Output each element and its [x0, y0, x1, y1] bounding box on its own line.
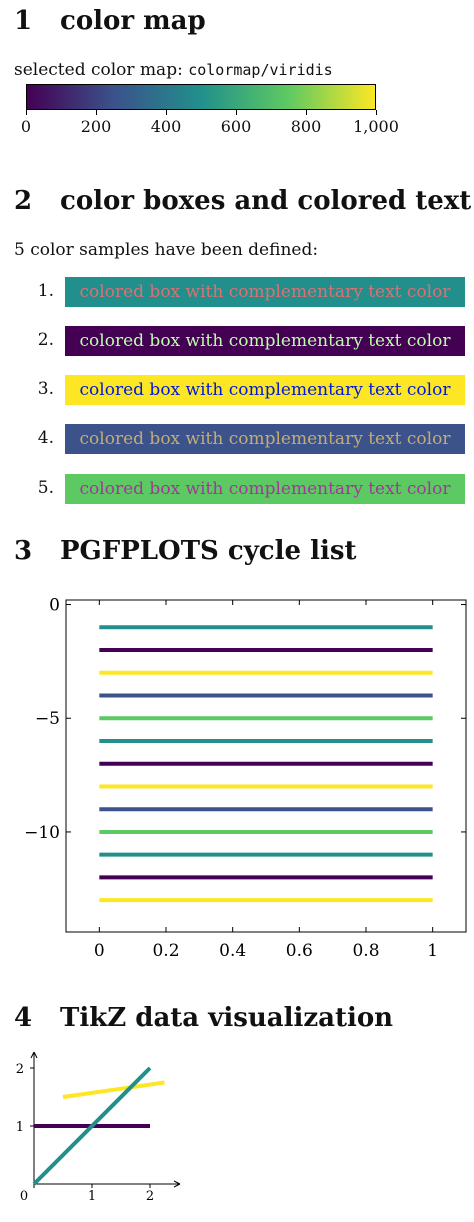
section-2-heading: 2 color boxes and colored text	[14, 186, 471, 216]
list-item: 5. colored box with complementary text c…	[0, 474, 474, 504]
samples-intro: 5 color samples have been defined:	[14, 240, 319, 260]
list-item: 3. colored box with complementary text c…	[0, 375, 474, 405]
section-number: 4	[14, 1003, 33, 1033]
list-number: 1.	[37, 281, 54, 301]
series-line	[62, 1080, 165, 1099]
list-number: 2.	[37, 330, 54, 350]
list-item: 4. colored box with complementary text c…	[0, 424, 474, 454]
colormap-tick-mark	[166, 110, 167, 115]
x-tick-label: 2	[146, 1189, 154, 1204]
list-number: 3.	[37, 379, 54, 399]
series-line	[32, 1066, 152, 1186]
list-number: 4.	[37, 428, 54, 448]
section-title: color boxes and colored text	[60, 186, 472, 216]
colormap-tick-mark	[26, 110, 27, 115]
section-title: TikZ data visualization	[60, 1003, 394, 1033]
section-4-heading: 4 TikZ data visualization	[14, 1003, 393, 1033]
section-number: 1	[14, 6, 33, 36]
section-number: 3	[14, 536, 33, 566]
y-tick-label: −5	[35, 709, 60, 729]
y-tick-label: 1	[16, 1120, 24, 1135]
section-title: color map	[60, 6, 206, 36]
colormap-tick-label: 1,000	[353, 117, 399, 136]
colormap-bar	[26, 84, 376, 110]
colormap-tick-label: 200	[80, 117, 112, 136]
x-tick-label: 0	[20, 1189, 28, 1204]
colormap-tick-mark	[306, 110, 307, 115]
list-number: 5.	[37, 478, 54, 498]
colored-box: colored box with complementary text colo…	[65, 326, 465, 356]
section-1-heading: 1 color map	[14, 6, 206, 36]
x-tick-label: 0	[94, 941, 105, 961]
colormap-name: colormap/viridis	[188, 61, 333, 79]
colormap-tick-label: 0	[20, 117, 32, 136]
section-title: PGFPLOTS cycle list	[60, 536, 357, 566]
colored-box: colored box with complementary text colo…	[65, 474, 465, 504]
colormap-tick-label: 400	[150, 117, 182, 136]
x-tick-label: 0.8	[352, 941, 379, 961]
colormap-tick-mark	[376, 110, 377, 115]
list-item: 2. colored box with complementary text c…	[0, 326, 474, 356]
plot-frame	[65, 599, 467, 933]
x-tick-label: 0.2	[152, 941, 179, 961]
colormap-tick-label: 800	[290, 117, 322, 136]
colormap-label: selected color map:	[14, 60, 183, 80]
colored-box: colored box with complementary text colo…	[65, 375, 465, 405]
y-axis-arrow-icon	[30, 1051, 38, 1059]
colormap-tick-mark	[236, 110, 237, 115]
section-3-heading: 3 PGFPLOTS cycle list	[14, 536, 357, 566]
x-axis-arrow-icon	[173, 1180, 181, 1188]
y-tick-label: 0	[49, 596, 60, 616]
y-tick-label: 2	[16, 1062, 24, 1077]
colored-box: colored box with complementary text colo…	[65, 277, 465, 307]
colormap-tick-mark	[96, 110, 97, 115]
x-tick-label: 0.6	[286, 941, 313, 961]
colormap-caption: selected color map: colormap/viridis	[14, 60, 333, 80]
colored-box: colored box with complementary text colo…	[65, 424, 465, 454]
list-item: 1. colored box with complementary text c…	[0, 277, 474, 307]
section-number: 2	[14, 186, 33, 216]
x-tick-label: 1	[88, 1189, 96, 1204]
x-tick-label: 1	[427, 941, 438, 961]
colormap-tick-label: 600	[220, 117, 252, 136]
y-tick-label: −10	[24, 823, 60, 843]
x-tick-label: 0.4	[219, 941, 246, 961]
